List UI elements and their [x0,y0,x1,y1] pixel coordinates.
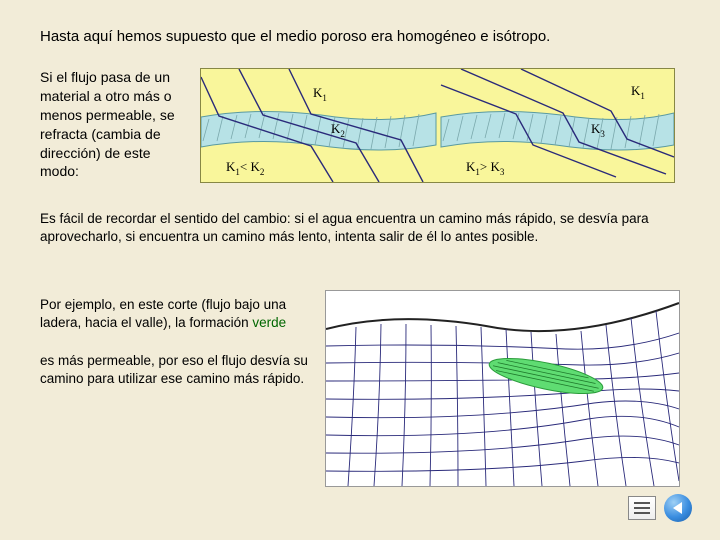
example-paragraph-2: es más permeable, por eso el flujo desví… [40,352,310,388]
svg-text:K1: K1 [631,83,645,101]
left-panel: K1 K2 K1< K2 [201,69,436,182]
explanation-paragraph: Es fácil de recordar el sentido del camb… [40,210,660,246]
intro-paragraph: Si el flujo pasa de un material a otro m… [40,68,190,181]
back-icon[interactable] [664,494,692,522]
footer-nav [628,494,692,522]
right-panel: K1 K3 K1> K3 [441,69,674,177]
green-word: verde [252,315,286,330]
hillside-flow-diagram [325,290,680,487]
refraction-diagram: K1 K2 K1< K2 [200,68,675,183]
svg-text:K1> K3: K1> K3 [466,159,505,177]
slides-index-icon[interactable] [628,496,656,520]
svg-text:K1< K2: K1< K2 [226,159,264,177]
page-title: Hasta aquí hemos supuesto que el medio p… [40,28,550,45]
svg-text:K1: K1 [313,85,327,103]
example-paragraph-1: Por ejemplo, en este corte (flujo bajo u… [40,296,320,332]
